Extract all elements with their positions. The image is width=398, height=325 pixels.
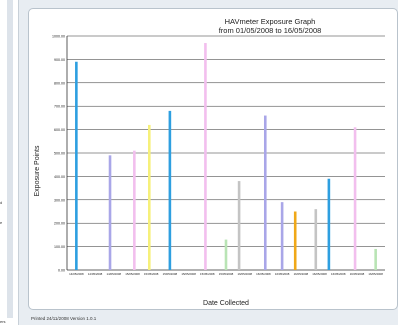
y-tick-label: 700.00 [54, 105, 65, 109]
bar [168, 110, 172, 270]
x-tick-label: 16/05/2008 [275, 272, 290, 276]
y-tick-label: 300.00 [54, 198, 65, 202]
bar [148, 124, 151, 270]
bar [133, 150, 136, 270]
x-tick-label: 16/05/2008 [312, 272, 327, 276]
x-tick-layer: 14/05/2008 14/05/2008 14/05/2008 15/05/2008… [69, 272, 383, 276]
x-tick-label: 15/05/2008 [163, 272, 178, 276]
y-tick-label: 400.00 [54, 175, 65, 179]
grid-layer: 0.00 100.00 200.00 300.00 400.00 500.00 600.00… [52, 35, 385, 273]
x-tick-label: 14/05/2008 [69, 272, 84, 276]
sidebar-fragment: d [0, 200, 3, 205]
x-tick-label: 15/05/2008 [181, 272, 196, 276]
printed-footer: Printed 24/11/2008 Version 1.0.1 [31, 316, 97, 321]
sidebar-fragment: ers [0, 319, 6, 324]
x-tick-label: 16/05/2008 [350, 272, 365, 276]
y-tick-label: 900.00 [54, 58, 65, 62]
x-tick-label: 14/05/2008 [88, 272, 103, 276]
x-tick-label: 16/05/2008 [237, 272, 252, 276]
x-tick-label: 16/05/2008 [331, 272, 346, 276]
bar [263, 115, 267, 270]
x-tick-label: 15/05/2008 [144, 272, 159, 276]
x-tick-label: 16/05/2008 [368, 272, 383, 276]
bar [293, 211, 297, 270]
x-axis-label: Date Collected [203, 300, 249, 307]
bar-layer [75, 43, 377, 270]
bar [75, 61, 78, 270]
bar [353, 127, 357, 270]
bar [108, 155, 112, 270]
chart-subtitle: from 01/05/2008 to 16/05/2008 [219, 26, 322, 35]
x-tick-label: 15/05/2008 [219, 272, 234, 276]
y-tick-label: 0.00 [58, 269, 65, 273]
bar [280, 202, 284, 270]
x-tick-label: 16/05/2008 [294, 272, 309, 276]
y-tick-label: 1000.00 [52, 35, 65, 39]
y-tick-label: 200.00 [54, 222, 65, 226]
y-axis-label: Exposure Points [34, 145, 41, 196]
y-tick-label: 600.00 [54, 128, 65, 132]
exposure-chart: HAVmeter Exposure Graph from 01/05/2008 … [34, 17, 385, 307]
x-tick-label: 14/05/2008 [107, 272, 122, 276]
sidebar-fragment: e [0, 220, 3, 225]
y-tick-label: 500.00 [54, 152, 65, 156]
left-sidebar: d e ers [0, 0, 19, 325]
report-frame: HAVmeter Exposure Graph from 01/05/2008 … [28, 8, 398, 310]
bar [314, 209, 318, 270]
y-tick-label: 100.00 [54, 245, 65, 249]
bar [327, 178, 331, 270]
bar [374, 248, 377, 270]
bar [204, 43, 207, 270]
bar [237, 181, 241, 270]
bar [224, 239, 228, 270]
sidebar-scrollbar[interactable] [7, 0, 13, 318]
chart-title: HAVmeter Exposure Graph [225, 17, 316, 26]
x-tick-label: 15/05/2008 [200, 272, 215, 276]
y-tick-label: 800.00 [54, 81, 65, 85]
x-tick-label: 16/05/2008 [256, 272, 271, 276]
x-tick-label: 15/05/2008 [125, 272, 140, 276]
